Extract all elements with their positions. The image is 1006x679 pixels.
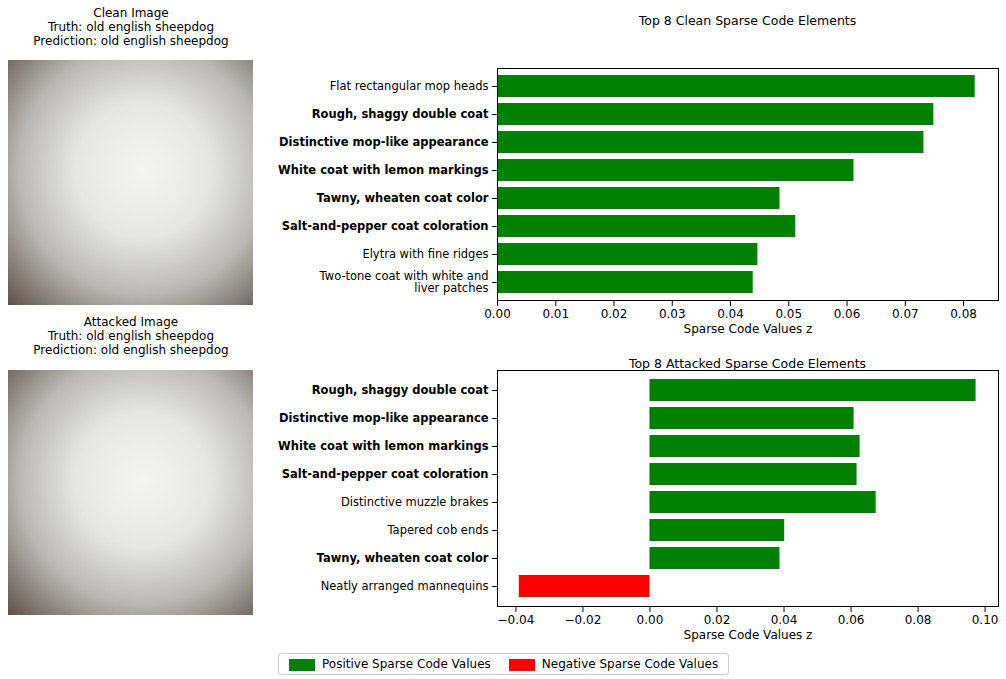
html-text:Positive Sparse Code Values: Positive Sparse Code Values — [322, 657, 491, 671]
html-text:Truth: old english sheepdog: Truth: old english sheepdog — [47, 20, 215, 34]
svg-text:0.10: 0.10 — [972, 613, 999, 627]
svg-text:0.08: 0.08 — [905, 613, 932, 627]
svg-text:0.05: 0.05 — [775, 307, 802, 321]
svg-text:Tawny, wheaten coat color: Tawny, wheaten coat color — [317, 551, 489, 565]
svg-text:0.02: 0.02 — [601, 307, 628, 321]
svg-text:Distinctive muzzle brakes: Distinctive muzzle brakes — [341, 495, 488, 509]
html-text:Prediction: old english sheepd: Prediction: old english sheepdog — [33, 34, 229, 48]
svg-text:Rough, shaggy double coat: Rough, shaggy double coat — [312, 107, 489, 121]
svg-text:White coat with lemon markings: White coat with lemon markings — [278, 439, 489, 453]
html-text:Attacked Image: Attacked Image — [83, 315, 179, 329]
svg-text:Sparse Code Values z: Sparse Code Values z — [684, 628, 813, 642]
svg-text:Salt-and-pepper coat coloratio: Salt-and-pepper coat coloration — [282, 467, 489, 481]
svg-text:Sparse Code Values z: Sparse Code Values z — [684, 322, 813, 336]
svg-text:Distinctive mop-like appearanc: Distinctive mop-like appearance — [279, 135, 489, 149]
svg-text:Two-tone coat with white andli: Two-tone coat with white andliver patche… — [319, 269, 489, 295]
svg-text:Tapered cob ends: Tapered cob ends — [386, 523, 488, 537]
html-text:Prediction: old english sheepd: Prediction: old english sheepdog — [33, 343, 229, 357]
svg-text:0.03: 0.03 — [659, 307, 686, 321]
svg-text:Elytra with fine ridges: Elytra with fine ridges — [362, 247, 488, 261]
html-text:Top 8 Attacked Sparse Code Ele: Top 8 Attacked Sparse Code Elements — [628, 356, 867, 371]
html-text:Top 8 Clean Sparse Code Elemen: Top 8 Clean Sparse Code Elements — [638, 13, 857, 28]
html-text:Truth: old english sheepdog: Truth: old english sheepdog — [47, 329, 215, 343]
html-text:Clean Image: Clean Image — [93, 6, 169, 20]
svg-text:Salt-and-pepper coat coloratio: Salt-and-pepper coat coloration — [282, 219, 489, 233]
svg-text:Distinctive mop-like appearanc: Distinctive mop-like appearance — [279, 411, 489, 425]
svg-text:−0.02: −0.02 — [565, 613, 602, 627]
svg-text:0.06: 0.06 — [838, 613, 865, 627]
svg-text:0.00: 0.00 — [637, 613, 664, 627]
svg-text:White coat with lemon markings: White coat with lemon markings — [278, 163, 489, 177]
svg-text:0.02: 0.02 — [704, 613, 731, 627]
svg-text:0.06: 0.06 — [834, 307, 861, 321]
html-text:Negative Sparse Code Values: Negative Sparse Code Values — [541, 657, 719, 671]
svg-text:Tawny, wheaten coat color: Tawny, wheaten coat color — [317, 191, 489, 205]
svg-text:Neatly arranged mannequins: Neatly arranged mannequins — [321, 579, 489, 593]
svg-text:0.08: 0.08 — [950, 307, 977, 321]
svg-text:0.04: 0.04 — [717, 307, 744, 321]
svg-text:0.00: 0.00 — [484, 307, 511, 321]
svg-text:Flat rectangular mop heads: Flat rectangular mop heads — [330, 79, 489, 93]
svg-text:−0.04: −0.04 — [498, 613, 535, 627]
svg-text:0.01: 0.01 — [542, 307, 569, 321]
svg-text:Rough, shaggy double coat: Rough, shaggy double coat — [312, 383, 489, 397]
svg-text:0.07: 0.07 — [892, 307, 919, 321]
svg-text:0.04: 0.04 — [771, 613, 798, 627]
